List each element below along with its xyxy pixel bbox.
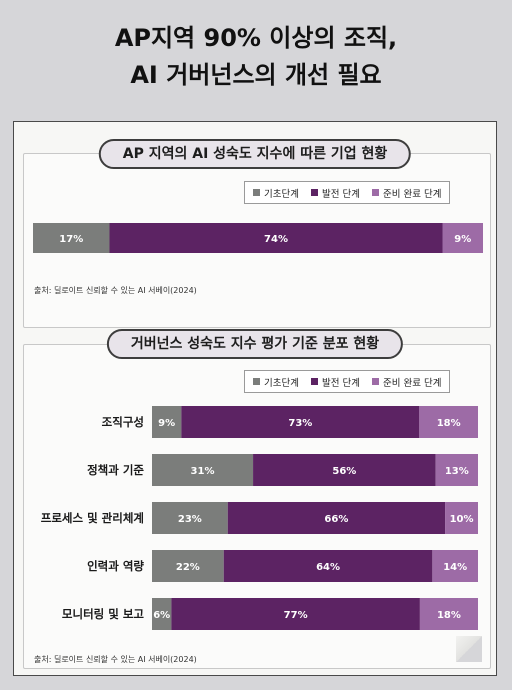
legend-item-basic: 기초단계 <box>253 186 299 200</box>
chart2-bar-3-basic <box>152 550 224 582</box>
legend-item-development: 발전 단계 <box>310 186 360 200</box>
headline-line-2: AI 거버넌스의 개선 필요 <box>130 61 382 89</box>
chart1-bar-0-basic <box>33 223 110 253</box>
section-1-legend: 기초단계 발전 단계 준비 완료 단계 <box>244 181 451 204</box>
legend-swatch-development <box>310 189 318 196</box>
page-curl-corner <box>456 636 482 662</box>
section-1-stacked-bar-chart: 17% 74% 9% <box>33 223 483 253</box>
section-2-legend: 기초단계 발전 단계 준비 완료 단계 <box>244 370 451 393</box>
chart2-data-label-0-ready: 18% <box>437 418 461 429</box>
legend-swatch-basic <box>253 378 260 385</box>
legend-item-ready: 준비 완료 단계 <box>371 375 442 389</box>
chart2-data-label-3-ready: 14% <box>443 562 467 573</box>
chart2-row-label-2: 프로세스 및 관리체계 <box>40 511 144 525</box>
chart2-data-label-1-ready: 13% <box>445 466 469 477</box>
chart2-data-label-2-development: 66% <box>324 514 348 525</box>
chart2-data-label-0-development: 73% <box>288 418 312 429</box>
legend-item-ready: 준비 완료 단계 <box>371 186 442 200</box>
legend-label-basic: 기초단계 <box>264 377 299 389</box>
chart2-data-label-1-basic: 31% <box>191 466 215 477</box>
chart2-row-label-1: 정책과 기준 <box>87 463 144 477</box>
section-2-title: 거버넌스 성숙도 지수 평가 기준 분포 현황 <box>106 329 404 359</box>
chart2-bar-1-ready <box>435 454 478 486</box>
chart2-bar-2-development <box>227 502 446 534</box>
legend-label-ready: 준비 완료 단계 <box>382 377 442 389</box>
page-headline: AP지역 90% 이상의 조직, AI 거버넌스의 개선 필요 <box>0 20 512 94</box>
legend-label-basic: 기초단계 <box>264 188 299 200</box>
chart2-bar-4-basic <box>152 598 172 630</box>
chart2-bar-3-development <box>223 550 433 582</box>
chart2-data-label-1-development: 56% <box>332 466 356 477</box>
chart2-bar-1-development <box>253 454 436 486</box>
chart2-bar-0-basic <box>152 406 182 438</box>
legend-label-ready: 준비 완료 단계 <box>382 188 442 200</box>
chart1-bar-0-development <box>109 223 443 253</box>
chart2-data-label-4-ready: 18% <box>437 610 461 621</box>
chart2-bar-0-ready <box>419 406 478 438</box>
infographic-card: AP 지역의 AI 성숙도 지수에 따른 기업 현황 기초단계 발전 단계 준비… <box>13 121 497 676</box>
chart2-bar-3-ready <box>432 550 478 582</box>
chart2-bar-2-ready <box>445 502 478 534</box>
chart2-data-label-2-basic: 23% <box>178 514 202 525</box>
legend-label-development: 발전 단계 <box>321 377 360 389</box>
chart2-data-label-4-basic: 6% <box>153 610 170 621</box>
legend-swatch-basic <box>253 189 260 196</box>
chart1-data-label-0-basic: 17% <box>59 234 83 245</box>
legend-swatch-ready <box>371 378 379 385</box>
chart2-data-label-2-ready: 10% <box>450 514 474 525</box>
chart2-data-label-4-development: 77% <box>284 610 308 621</box>
chart2-row-label-4: 모니터링 및 보고 <box>61 607 144 621</box>
chart2-bar-2-basic <box>152 502 228 534</box>
chart1-data-label-0-development: 74% <box>264 234 288 245</box>
chart2-data-label-3-basic: 22% <box>176 562 200 573</box>
legend-item-development: 발전 단계 <box>310 375 360 389</box>
legend-swatch-ready <box>371 189 379 196</box>
chart2-bar-0-development <box>181 406 420 438</box>
chart1-bar-0-ready <box>442 223 483 253</box>
section-2-stacked-bar-chart: 9% 73% 18% 31% 56% 13% 23% 66% 10% 22% 64% 14% 6% 77%… <box>152 406 478 630</box>
section-1-title: AP 지역의 AI 성숙도 지수에 따른 기업 현황 <box>98 139 412 169</box>
section-1-source: 출처: 딜로이트 신뢰할 수 있는 AI 서베이(2024) <box>34 286 197 295</box>
legend-label-development: 발전 단계 <box>321 188 360 200</box>
chart2-data-label-3-development: 64% <box>316 562 340 573</box>
headline-line-1: AP지역 90% 이상의 조직, <box>114 24 398 52</box>
chart1-data-label-0-ready: 9% <box>454 234 471 245</box>
chart2-row-label-0: 조직구성 <box>101 415 144 429</box>
chart2-row-label-3: 인력과 역량 <box>87 559 144 573</box>
chart2-bar-4-ready <box>419 598 478 630</box>
section-2-source: 출처: 딜로이트 신뢰할 수 있는 AI 서베이(2024) <box>34 655 197 664</box>
legend-swatch-development <box>310 378 318 385</box>
chart2-data-label-0-basic: 9% <box>158 418 175 429</box>
chart2-bar-4-development <box>171 598 420 630</box>
legend-item-basic: 기초단계 <box>253 375 299 389</box>
chart2-bar-1-basic <box>152 454 254 486</box>
